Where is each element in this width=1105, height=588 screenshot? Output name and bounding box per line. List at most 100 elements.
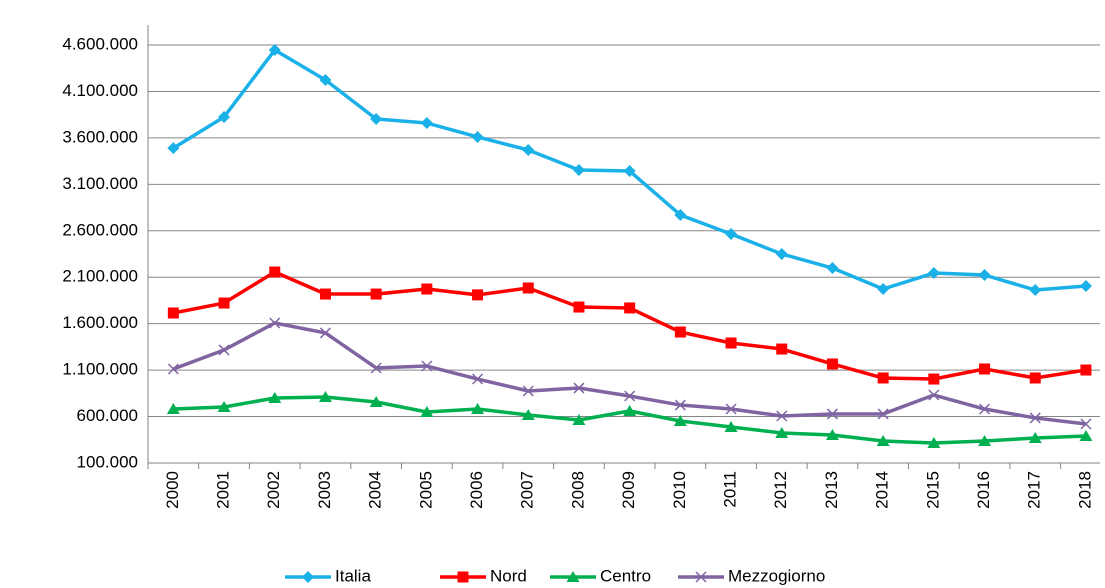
data-point bbox=[877, 283, 890, 296]
data-point bbox=[674, 326, 686, 338]
data-point bbox=[725, 337, 737, 349]
data-point bbox=[420, 406, 434, 418]
y-tick-label: 1.600.000 bbox=[62, 313, 138, 332]
data-point bbox=[776, 410, 788, 422]
data-point bbox=[522, 143, 535, 156]
data-point bbox=[573, 382, 585, 394]
x-tick-label: 2005 bbox=[416, 471, 435, 509]
data-point bbox=[572, 164, 585, 177]
data-point bbox=[725, 228, 738, 241]
data-point bbox=[167, 307, 179, 319]
data-point bbox=[674, 208, 687, 221]
y-tick-label: 3.100.000 bbox=[62, 174, 138, 193]
legend-marker bbox=[695, 571, 707, 583]
data-point bbox=[979, 403, 991, 415]
x-tick-label: 2018 bbox=[1075, 471, 1094, 509]
x-tick-label: 2001 bbox=[214, 471, 233, 509]
data-point bbox=[573, 301, 585, 313]
data-point bbox=[928, 373, 940, 385]
data-point bbox=[674, 399, 686, 411]
data-point bbox=[370, 113, 383, 126]
data-point bbox=[673, 415, 687, 427]
y-tick-label: 4.100.000 bbox=[62, 81, 138, 100]
data-point bbox=[825, 429, 839, 441]
data-point bbox=[471, 130, 484, 143]
data-point bbox=[268, 391, 282, 403]
y-tick-label: 1.100.000 bbox=[62, 360, 138, 379]
data-point bbox=[268, 44, 281, 57]
data-point bbox=[775, 248, 788, 260]
x-tick-label: 2007 bbox=[518, 471, 537, 509]
legend-marker bbox=[457, 571, 469, 583]
data-point bbox=[1029, 284, 1042, 297]
data-point bbox=[319, 327, 331, 339]
data-point bbox=[978, 268, 991, 281]
y-tick-label: 100.000 bbox=[77, 452, 138, 471]
data-point bbox=[572, 413, 586, 425]
data-point bbox=[623, 165, 636, 178]
data-point bbox=[420, 117, 433, 130]
data-point bbox=[167, 363, 179, 375]
x-tick-label: 2002 bbox=[264, 471, 283, 509]
legend-marker bbox=[566, 571, 580, 582]
data-point bbox=[724, 420, 738, 432]
data-point bbox=[218, 297, 230, 309]
data-point bbox=[218, 344, 230, 356]
legend-label: Centro bbox=[600, 566, 651, 585]
y-tick-label: 4.600.000 bbox=[62, 34, 138, 53]
data-point bbox=[269, 317, 281, 329]
data-point bbox=[472, 289, 484, 301]
x-tick-label: 2016 bbox=[974, 471, 993, 509]
data-point bbox=[927, 437, 941, 449]
data-point bbox=[826, 262, 839, 275]
data-point bbox=[979, 363, 991, 375]
data-point bbox=[167, 142, 180, 155]
legend-marker bbox=[302, 571, 314, 583]
data-point bbox=[978, 434, 992, 446]
data-point bbox=[370, 288, 382, 300]
data-point bbox=[775, 426, 789, 438]
data-point bbox=[624, 302, 636, 314]
data-point bbox=[776, 343, 788, 355]
data-point bbox=[927, 267, 940, 280]
data-point bbox=[217, 400, 231, 412]
data-point bbox=[877, 372, 889, 384]
data-point bbox=[826, 408, 838, 420]
data-point bbox=[522, 282, 534, 294]
data-point bbox=[269, 266, 281, 278]
series-line bbox=[173, 395, 1087, 445]
data-point bbox=[319, 74, 332, 87]
data-point bbox=[166, 403, 180, 415]
data-point bbox=[1080, 364, 1092, 376]
legend-label: Nord bbox=[490, 566, 527, 585]
data-point bbox=[876, 434, 890, 446]
data-point bbox=[725, 403, 737, 415]
x-tick-label: 2013 bbox=[822, 471, 841, 509]
data-point bbox=[877, 408, 889, 420]
data-point bbox=[369, 395, 383, 407]
data-point bbox=[421, 283, 433, 295]
x-tick-label: 2009 bbox=[619, 471, 638, 509]
data-point bbox=[521, 408, 535, 420]
x-tick-label: 2012 bbox=[771, 471, 790, 509]
legend-label: Mezzogiorno bbox=[728, 566, 825, 585]
data-point bbox=[1080, 418, 1092, 430]
x-tick-label: 2017 bbox=[1025, 471, 1044, 509]
y-tick-label: 3.600.000 bbox=[62, 127, 138, 146]
data-point bbox=[421, 360, 433, 372]
series-line bbox=[173, 270, 1087, 381]
x-tick-label: 2004 bbox=[366, 471, 385, 509]
x-tick-label: 2000 bbox=[163, 471, 182, 509]
data-point bbox=[472, 373, 484, 385]
x-tick-label: 2011 bbox=[721, 471, 740, 508]
data-point bbox=[624, 390, 636, 402]
x-tick-label: 2003 bbox=[315, 471, 334, 509]
data-point bbox=[218, 110, 231, 123]
y-tick-label: 600.000 bbox=[77, 406, 138, 425]
data-point bbox=[1079, 280, 1092, 293]
data-point bbox=[623, 404, 637, 416]
legend-label: Italia bbox=[335, 566, 371, 585]
data-point bbox=[319, 288, 331, 300]
data-point bbox=[1029, 412, 1041, 424]
